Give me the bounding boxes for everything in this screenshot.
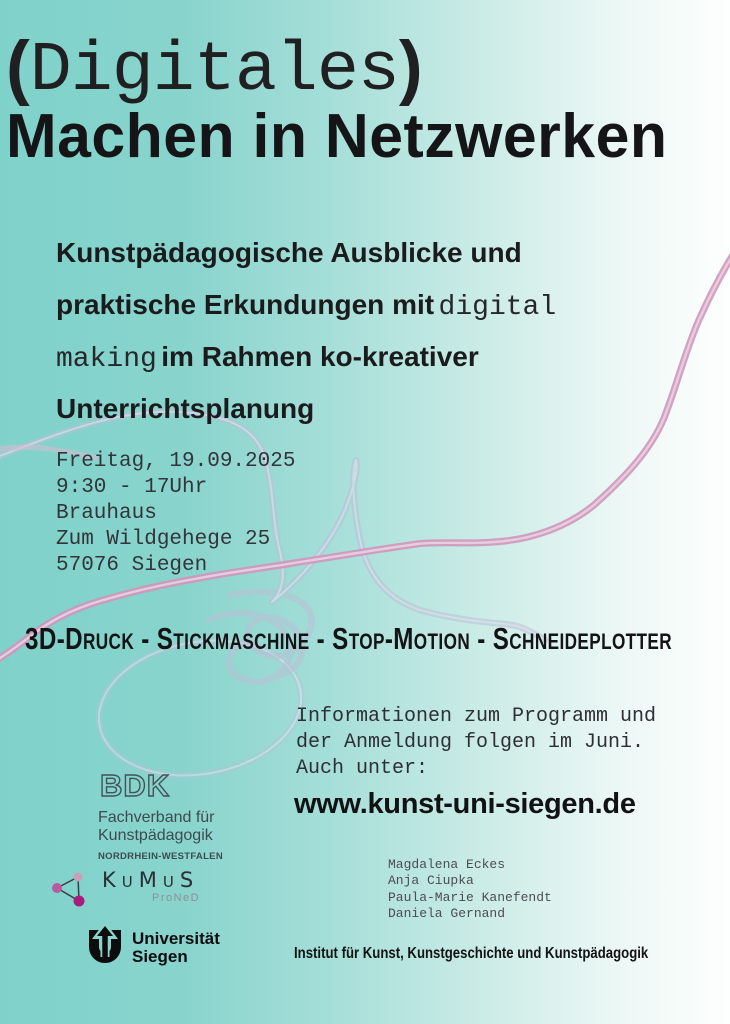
organizer-name: Magdalena Eckes <box>388 857 506 872</box>
lavender-thread-decoration <box>0 408 549 685</box>
bdk-acronym: BDK <box>100 768 170 803</box>
info-line: der Anmeldung folgen im Juni. <box>296 731 645 754</box>
institute-line: Institut für Kunst, Kunstgeschichte und … <box>294 945 649 962</box>
uni-siegen-arrow-icon <box>89 924 121 963</box>
subtitle-text: Unterrichtsplanung <box>56 393 315 424</box>
organizer-name: Daniela Gernand <box>388 906 506 922</box>
title-mono-text: Digitales <box>29 32 400 111</box>
kumus-subline: ProNeD <box>152 892 201 904</box>
subtitle-line: Kunstpädagogische Ausblicke und <box>56 229 556 281</box>
thread-loop-decoration <box>95 637 305 779</box>
event-street: Zum Wildgehege 25 <box>56 528 271 551</box>
event-city: 57076 Siegen <box>56 554 208 577</box>
event-venue: Brauhaus <box>56 502 157 525</box>
workshops-line: 3D-Druck - Stickmaschine - Stop-Motion -… <box>25 621 673 656</box>
kumus-wordmark: KuMuS <box>102 868 200 892</box>
subtitle-mono-text: digital <box>438 292 557 323</box>
organizer-name: Paula-Marie Kanefendt <box>388 889 552 905</box>
event-details: Freitag, 19.09.2025 9:30 - 17Uhr Brauhau… <box>56 449 295 579</box>
kumus-network-icon <box>52 872 85 907</box>
subtitle-text: Kunstpädagogische Ausblicke und <box>56 237 522 268</box>
bdk-outline-icon: BDK <box>99 767 170 803</box>
info-line: Informationen zum Programm und <box>296 705 657 728</box>
event-time: 9:30 - 17Uhr <box>56 476 208 499</box>
pink-thread-decoration <box>0 253 730 663</box>
subtitle-text: im Rahmen ko-kreativer <box>161 341 479 372</box>
info-block: Informationen zum Programm und der Anmel… <box>296 704 656 782</box>
organizer-name: Anja Ciupka <box>388 873 474 889</box>
info-line: Auch unter: <box>296 757 429 780</box>
uni-line1: Universität <box>132 929 220 948</box>
title-paren-close: ) <box>398 27 423 107</box>
bdk-region: NORDRHEIN-WESTFALEN <box>98 851 223 862</box>
subtitle-mono-text: making <box>56 344 157 375</box>
poster-title-line2: Machen in Netzwerken <box>6 102 668 171</box>
bdk-logo: BDK Fachverband für Kunstpädagogik NORDR… <box>98 767 223 862</box>
uni-siegen-wordmark: Universität Siegen <box>132 930 220 966</box>
subtitle-line: Unterrichtsplanung <box>56 385 556 437</box>
subtitle-line: making im Rahmen ko-kreativer <box>56 333 556 385</box>
poster-subtitle: Kunstpädagogische Ausblicke und praktisc… <box>56 229 556 437</box>
website-url: www.kunst-uni-siegen.de <box>294 788 636 820</box>
pale-pink-thread-decoration <box>0 444 99 461</box>
event-date: Freitag, 19.09.2025 <box>56 450 296 473</box>
organizer-names: Magdalena Eckes Anja Ciupka Paula-Marie … <box>388 857 552 923</box>
poster-title-line1: (Digitales) <box>6 24 423 111</box>
title-paren-open: ( <box>6 27 30 107</box>
subtitle-line: praktische Erkundungen mit digital <box>56 281 556 333</box>
bdk-org-line1: Fachverband für <box>98 809 215 826</box>
uni-line2: Siegen <box>132 947 188 966</box>
bdk-org-line2: Kunstpädagogik <box>98 827 213 844</box>
subtitle-text: praktische Erkundungen mit <box>56 289 435 320</box>
